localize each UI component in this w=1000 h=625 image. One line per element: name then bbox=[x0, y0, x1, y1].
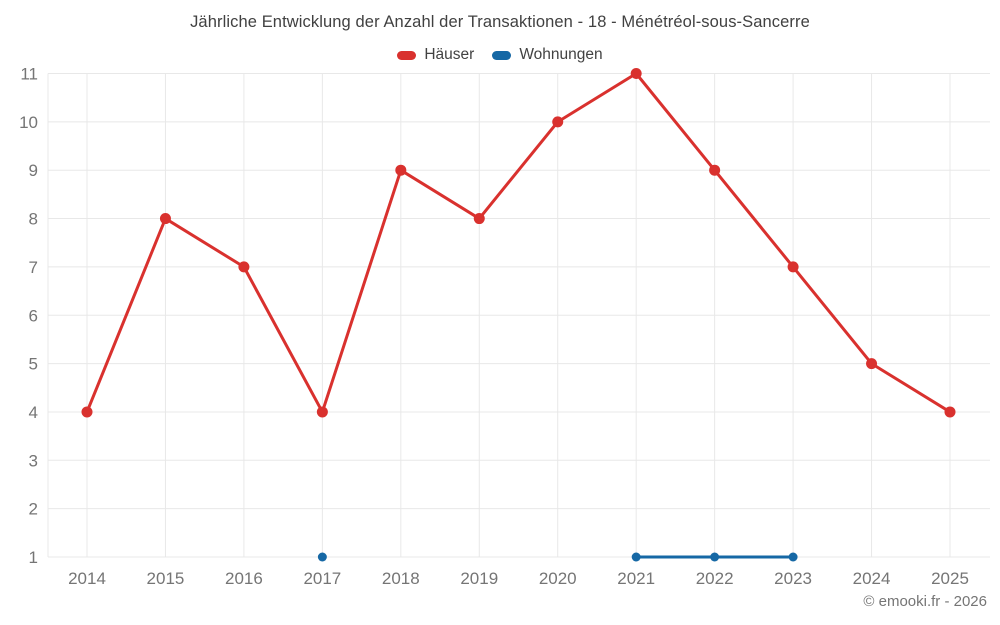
x-tick-label: 2017 bbox=[303, 569, 341, 588]
wohnungen-series-swatch-icon bbox=[492, 50, 512, 60]
y-tick-label: 9 bbox=[29, 161, 38, 180]
x-tick-label: 2020 bbox=[539, 569, 577, 588]
haeuser-point-2023 bbox=[787, 261, 799, 273]
haeuser-point-2024 bbox=[866, 358, 878, 370]
wohnungen-point-2021 bbox=[631, 552, 641, 562]
x-tick-label: 2014 bbox=[68, 569, 106, 588]
haeuser-point-2019 bbox=[473, 213, 485, 225]
legend-label-haeuser: Häuser bbox=[424, 46, 475, 63]
haeuser-point-2020 bbox=[552, 116, 564, 128]
wohnungen-point-2023 bbox=[788, 552, 798, 562]
y-tick-label: 6 bbox=[29, 306, 38, 325]
y-tick-label: 8 bbox=[29, 210, 38, 229]
x-tick-label: 2015 bbox=[147, 569, 185, 588]
y-tick-label: 1 bbox=[29, 548, 38, 567]
x-tick-label: 2024 bbox=[853, 569, 891, 588]
x-tick-label: 2021 bbox=[617, 569, 655, 588]
haeuser-point-2014 bbox=[81, 406, 93, 418]
haeuser-point-2015 bbox=[159, 213, 171, 225]
legend-label-wohnungen: Wohnungen bbox=[519, 46, 603, 63]
haeuser-point-2017 bbox=[316, 406, 328, 418]
x-tick-label: 2022 bbox=[696, 569, 734, 588]
legend: Häuser Wohnungen bbox=[0, 46, 1000, 64]
y-tick-label: 10 bbox=[19, 113, 38, 132]
haeuser-point-2021 bbox=[630, 68, 642, 79]
y-tick-label: 11 bbox=[20, 65, 38, 84]
legend-item-haeuser[interactable]: Häuser bbox=[397, 46, 474, 64]
haeuser-line bbox=[85, 72, 952, 414]
y-tick-label: 2 bbox=[29, 500, 38, 519]
haeuser-point-2016 bbox=[238, 261, 250, 273]
wohnungen-point-2022 bbox=[710, 552, 720, 562]
legend-item-wohnungen[interactable]: Wohnungen bbox=[492, 46, 603, 64]
x-tick-label: 2023 bbox=[774, 569, 812, 588]
haeuser-point-2022 bbox=[709, 164, 721, 176]
haeuser-point-2018 bbox=[395, 164, 407, 176]
haeuser-series-swatch-icon bbox=[397, 50, 417, 60]
wohnungen-point-2017 bbox=[317, 552, 327, 562]
chart-title: Jährliche Entwicklung der Anzahl der Tra… bbox=[190, 13, 810, 31]
x-tick-label: 2025 bbox=[931, 569, 969, 588]
y-tick-label: 7 bbox=[29, 258, 38, 277]
y-tick-label: 3 bbox=[29, 451, 38, 470]
x-tick-label: 2018 bbox=[382, 569, 420, 588]
y-tick-label: 4 bbox=[29, 403, 38, 422]
haeuser-point-2025 bbox=[944, 406, 956, 418]
y-tick-label: 5 bbox=[29, 355, 38, 374]
x-tick-label: 2016 bbox=[225, 569, 263, 588]
x-tick-label: 2019 bbox=[460, 569, 498, 588]
copyright-text: © emooki.fr - 2026 bbox=[863, 593, 987, 610]
